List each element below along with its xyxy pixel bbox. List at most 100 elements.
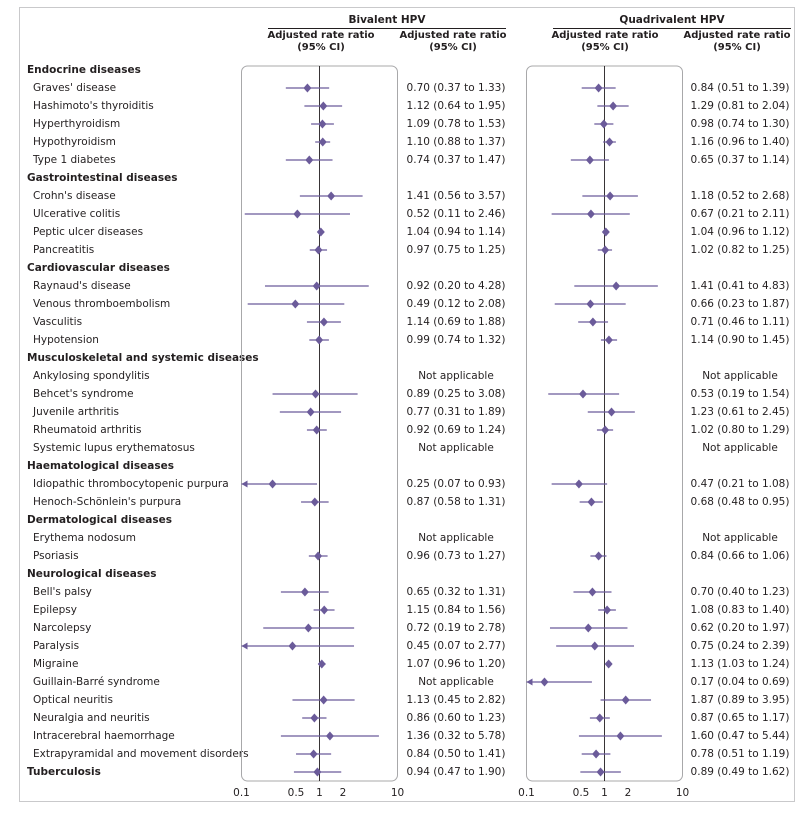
quadrivalent-ratio-value: 0.62 (0.20 to 1.97) (690, 622, 790, 634)
bivalent-ci-arrow (241, 642, 248, 650)
quadrivalent-point-estimate (590, 641, 599, 651)
row-label: Behcet's syndrome (33, 388, 134, 400)
quadrivalent-column-title: Quadrivalent HPV (619, 14, 725, 26)
row-label: Guillain-Barré syndrome (33, 676, 160, 688)
subheader-line1: Adjusted rate ratio (267, 30, 375, 41)
quadrivalent-ratio-value: 0.84 (0.66 to 1.06) (690, 550, 790, 562)
row-label: Extrapyramidal and movement disorders (33, 748, 249, 760)
row-label: Vasculitis (33, 316, 83, 328)
row-label: Systemic lupus erythematosus (33, 442, 195, 454)
bivalent-point-estimate (303, 83, 312, 93)
quadrivalent-ratio-value: 0.71 (0.46 to 1.11) (690, 316, 790, 328)
bivalent-ratio-value: Not applicable (418, 676, 494, 688)
bivalent-point-estimate (319, 695, 328, 705)
quadrivalent-point-estimate (540, 677, 549, 687)
row-label: Type 1 diabetes (33, 154, 116, 166)
row-label: Bell's palsy (33, 586, 92, 598)
category-heading: Haematological diseases (27, 460, 174, 472)
bivalent-ratio-value: 1.14 (0.69 to 1.88) (406, 316, 506, 328)
quadrivalent-point-estimate (578, 389, 587, 399)
row-label: Paralysis (33, 640, 80, 652)
subheader-line1: Adjusted rate ratio (399, 30, 507, 41)
bivalent-point-estimate (305, 155, 314, 165)
row-label: Idiopathic thrombocytopenic purpura (33, 478, 229, 490)
row-label: Hypothyroidism (33, 136, 116, 148)
bivalent-ratio-value: 1.09 (0.78 to 1.53) (406, 118, 506, 130)
quadrivalent-point-estimate (599, 119, 608, 129)
row-label: Hyperthyroidism (33, 118, 121, 130)
quadrivalent-ratio-value: 1.41 (0.41 to 4.83) (690, 280, 790, 292)
quadrivalent-point-estimate (594, 83, 603, 93)
bivalent-point-estimate (318, 137, 327, 147)
quadrivalent-ratio-value: 1.08 (0.83 to 1.40) (690, 604, 790, 616)
bivalent-ratio-value: 1.07 (0.96 to 1.20) (406, 658, 506, 670)
row-label: Migraine (33, 658, 79, 670)
bivalent-point-estimate (317, 659, 326, 669)
quadrivalent-point-estimate (585, 155, 594, 165)
quadrivalent-ratio-value: 1.14 (0.90 to 1.45) (690, 334, 790, 346)
category-heading: Gastrointestinal diseases (27, 172, 178, 184)
bivalent-ratio-value: 0.70 (0.37 to 1.33) (406, 82, 506, 94)
row-label: Raynaud's disease (33, 280, 131, 292)
quadrivalent-point-estimate (612, 281, 621, 291)
bivalent-point-estimate (314, 551, 323, 561)
bivalent-header-rule (268, 28, 506, 29)
quadrivalent-ratio-value: 0.67 (0.21 to 2.11) (690, 208, 790, 220)
bivalent-point-estimate (311, 389, 320, 399)
quadrivalent-ratio-value: 0.89 (0.49 to 1.62) (690, 766, 790, 778)
quadrivalent-point-estimate (616, 731, 625, 741)
bivalent-ratio-value: 0.94 (0.47 to 1.90) (406, 766, 506, 778)
row-label: Neuralgia and neuritis (33, 712, 150, 724)
quadrivalent-point-estimate (596, 767, 605, 777)
bivalent-point-estimate (318, 119, 327, 129)
quadrivalent-point-estimate (574, 479, 583, 489)
bivalent-point-estimate (312, 425, 321, 435)
quadrivalent-ratio-value: 1.13 (1.03 to 1.24) (690, 658, 790, 670)
bivalent-ratio-value: 1.36 (0.32 to 5.78) (406, 730, 506, 742)
quadrivalent-ratio-value: 0.78 (0.51 to 1.19) (690, 748, 790, 760)
bivalent-x-tick-label: 0.5 (288, 787, 305, 799)
row-label: Intracerebral haemorrhage (33, 730, 175, 742)
quadrivalent-ratio-value: Not applicable (702, 370, 778, 382)
subheader-line2: (95% CI) (713, 42, 761, 53)
bivalent-ratio-value: 0.25 (0.07 to 0.93) (406, 478, 506, 490)
bivalent-point-estimate (319, 101, 328, 111)
quadrivalent-point-estimate (621, 695, 630, 705)
bivalent-ci-arrow (241, 480, 248, 488)
quadrivalent-ratio-value: 0.47 (0.21 to 1.08) (690, 478, 790, 490)
quadrivalent-ratio-value: 0.17 (0.04 to 0.69) (690, 676, 790, 688)
bivalent-point-estimate (315, 335, 324, 345)
quadrivalent-point-estimate (601, 425, 610, 435)
bivalent-point-estimate (325, 731, 334, 741)
row-label: Crohn's disease (33, 190, 116, 202)
category-heading: Tuberculosis (27, 766, 101, 778)
bivalent-ratio-value: Not applicable (418, 532, 494, 544)
bivalent-point-estimate (312, 281, 321, 291)
quadrivalent-ratio-value: 1.60 (0.47 to 5.44) (690, 730, 790, 742)
bivalent-ratio-value: 1.41 (0.56 to 3.57) (406, 190, 506, 202)
bivalent-ratio-value: 0.45 (0.07 to 2.77) (406, 640, 506, 652)
bivalent-point-estimate (316, 227, 325, 237)
quadrivalent-point-estimate (588, 317, 597, 327)
quadrivalent-ratio-value: 1.02 (0.82 to 1.25) (690, 244, 790, 256)
row-label: Epilepsy (33, 604, 77, 616)
bivalent-ratio-value: 1.04 (0.94 to 1.14) (406, 226, 506, 238)
bivalent-ratio-value: Not applicable (418, 370, 494, 382)
row-label: Hashimoto's thyroiditis (33, 100, 154, 112)
row-label: Optical neuritis (33, 694, 113, 706)
quadrivalent-point-estimate (588, 587, 597, 597)
quadrivalent-point-estimate (587, 497, 596, 507)
bivalent-ratio-value: 1.12 (0.64 to 1.95) (406, 100, 506, 112)
bivalent-ratio-value: 0.87 (0.58 to 1.31) (406, 496, 506, 508)
row-label: Henoch-Schönlein's purpura (33, 496, 182, 508)
bivalent-ratio-value: 0.86 (0.60 to 1.23) (406, 712, 506, 724)
category-heading: Endocrine diseases (27, 64, 141, 76)
quadrivalent-ratio-value: 1.23 (0.61 to 2.45) (690, 406, 790, 418)
bivalent-point-estimate (319, 317, 328, 327)
bivalent-column-title: Bivalent HPV (348, 14, 426, 26)
quadrivalent-point-estimate (601, 227, 610, 237)
row-label: Venous thromboembolism (33, 298, 171, 310)
bivalent-plot-subheader: Adjusted rate ratio (95% CI) (262, 30, 380, 54)
quadrivalent-ratio-value: 0.98 (0.74 to 1.30) (690, 118, 790, 130)
